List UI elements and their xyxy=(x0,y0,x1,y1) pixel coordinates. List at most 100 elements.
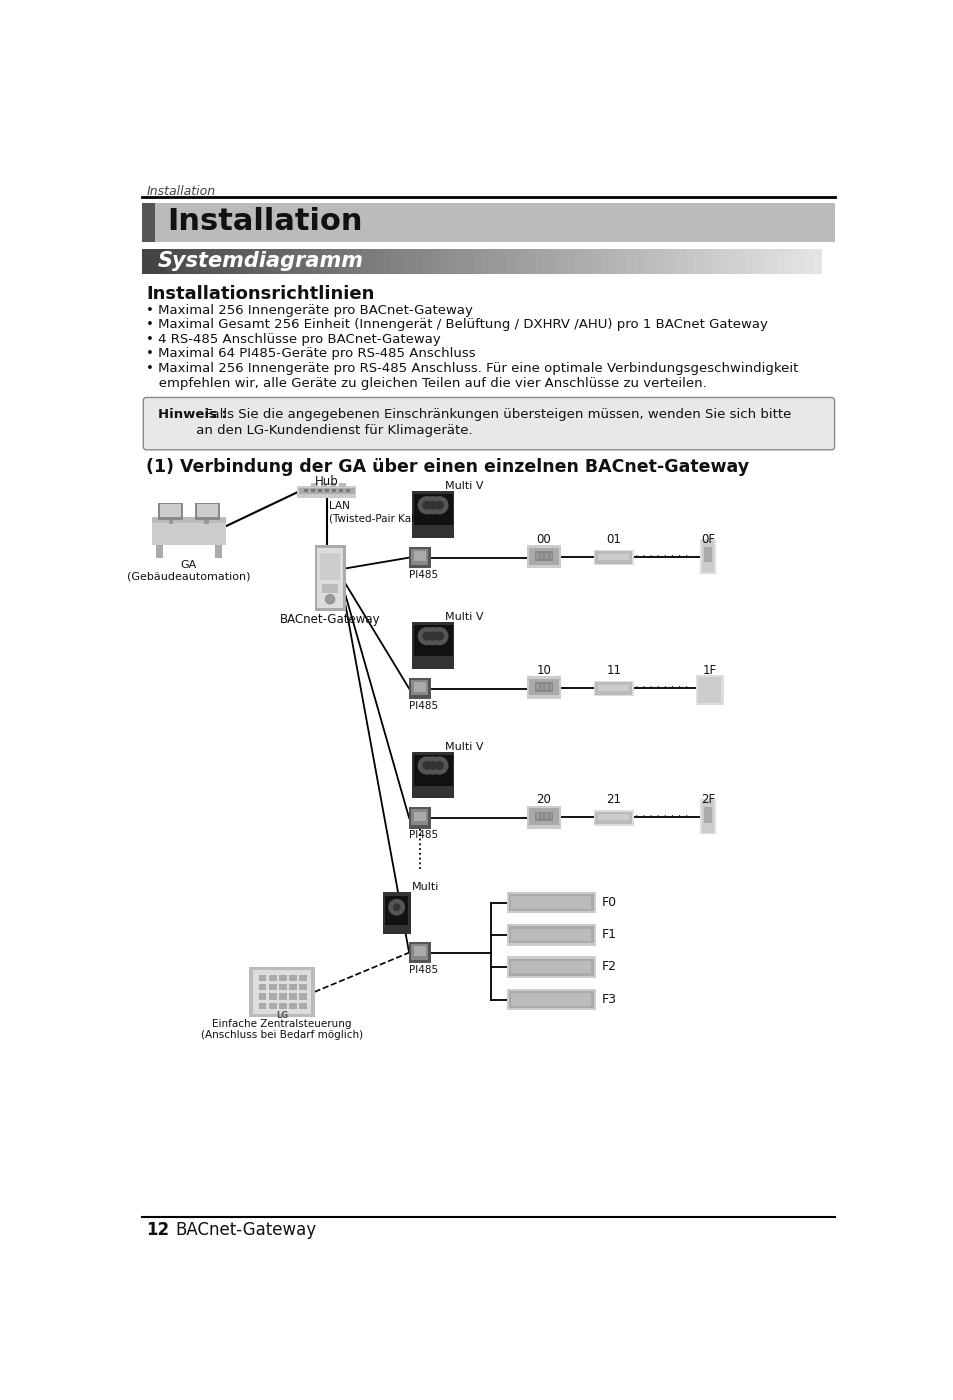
Bar xyxy=(701,540,714,573)
Bar xyxy=(695,675,723,706)
Text: Installation: Installation xyxy=(146,185,215,197)
Bar xyxy=(526,676,560,700)
Text: Hinweis :: Hinweis : xyxy=(158,409,227,421)
Circle shape xyxy=(418,497,435,514)
Bar xyxy=(595,552,632,564)
Bar xyxy=(185,249,194,274)
Bar xyxy=(575,249,584,274)
Bar xyxy=(698,678,720,703)
Bar xyxy=(426,755,452,785)
Bar xyxy=(258,994,266,1000)
Bar xyxy=(534,682,553,692)
Circle shape xyxy=(431,627,447,644)
Bar xyxy=(329,249,338,274)
Bar xyxy=(382,892,410,934)
Bar xyxy=(803,249,813,274)
Bar xyxy=(159,249,169,274)
Circle shape xyxy=(435,762,443,770)
Bar xyxy=(253,249,262,274)
Circle shape xyxy=(325,595,335,603)
FancyBboxPatch shape xyxy=(143,398,834,449)
Circle shape xyxy=(424,627,441,644)
Bar xyxy=(278,974,286,981)
Bar xyxy=(593,811,633,826)
Text: PI485: PI485 xyxy=(409,830,437,840)
Bar xyxy=(506,892,596,913)
Text: • Maximal 256 Innengeräte pro BACnet-Gateway: • Maximal 256 Innengeräte pro BACnet-Gat… xyxy=(146,304,473,316)
Bar xyxy=(412,491,441,538)
Text: 00: 00 xyxy=(536,533,551,546)
Text: F2: F2 xyxy=(601,960,617,973)
Bar xyxy=(529,547,558,564)
Circle shape xyxy=(422,762,431,770)
Bar xyxy=(753,249,762,274)
Bar xyxy=(311,483,317,487)
Bar xyxy=(595,682,632,694)
Bar xyxy=(152,524,226,545)
Bar xyxy=(685,249,694,274)
Bar xyxy=(419,626,446,657)
Circle shape xyxy=(389,900,404,916)
Bar xyxy=(719,249,728,274)
Bar xyxy=(533,249,541,274)
Text: 20: 20 xyxy=(536,794,551,806)
Bar xyxy=(431,249,440,274)
Bar xyxy=(509,895,593,911)
Bar xyxy=(261,249,271,274)
Bar xyxy=(529,679,558,696)
Bar xyxy=(550,813,552,819)
Bar xyxy=(700,799,716,834)
Text: 11: 11 xyxy=(605,664,620,676)
Text: BACnet-Gateway: BACnet-Gateway xyxy=(279,613,380,626)
Text: 21: 21 xyxy=(605,794,620,806)
Bar xyxy=(422,249,432,274)
Text: · · · · · · · ·: · · · · · · · · xyxy=(635,550,688,560)
Bar xyxy=(270,249,279,274)
Circle shape xyxy=(429,762,436,770)
Bar xyxy=(418,752,447,798)
Bar xyxy=(338,489,343,493)
Bar xyxy=(218,249,228,274)
Bar xyxy=(419,494,446,525)
Bar xyxy=(595,812,632,825)
Bar xyxy=(196,504,218,517)
Bar xyxy=(298,994,307,1000)
Bar xyxy=(388,249,397,274)
Text: PI485: PI485 xyxy=(409,701,437,711)
Bar xyxy=(158,503,183,519)
Text: F0: F0 xyxy=(601,896,617,909)
Bar xyxy=(244,249,253,274)
Bar xyxy=(332,489,335,493)
Text: 12: 12 xyxy=(146,1221,170,1239)
Circle shape xyxy=(431,497,447,514)
Bar xyxy=(529,808,558,825)
Bar xyxy=(651,249,660,274)
Bar xyxy=(795,249,804,274)
Bar xyxy=(609,249,618,274)
Bar xyxy=(534,812,553,820)
Bar xyxy=(324,489,329,493)
Text: Hub: Hub xyxy=(314,475,338,489)
Bar xyxy=(761,249,770,274)
Bar xyxy=(156,545,162,559)
Bar xyxy=(154,203,835,242)
Circle shape xyxy=(422,633,431,640)
Bar xyxy=(540,553,542,559)
Text: 10: 10 xyxy=(536,664,551,676)
Bar xyxy=(298,984,307,990)
Bar xyxy=(278,1002,286,1009)
Bar xyxy=(193,249,202,274)
Bar xyxy=(298,974,307,981)
Bar xyxy=(414,946,426,956)
Bar xyxy=(534,552,553,561)
Bar xyxy=(322,584,337,594)
Bar xyxy=(540,813,542,819)
Bar xyxy=(549,249,558,274)
Text: F1: F1 xyxy=(601,928,617,941)
Circle shape xyxy=(424,497,441,514)
Bar xyxy=(598,554,629,560)
Bar xyxy=(545,553,547,559)
Bar xyxy=(142,249,152,274)
Circle shape xyxy=(429,633,436,640)
Circle shape xyxy=(431,757,447,774)
